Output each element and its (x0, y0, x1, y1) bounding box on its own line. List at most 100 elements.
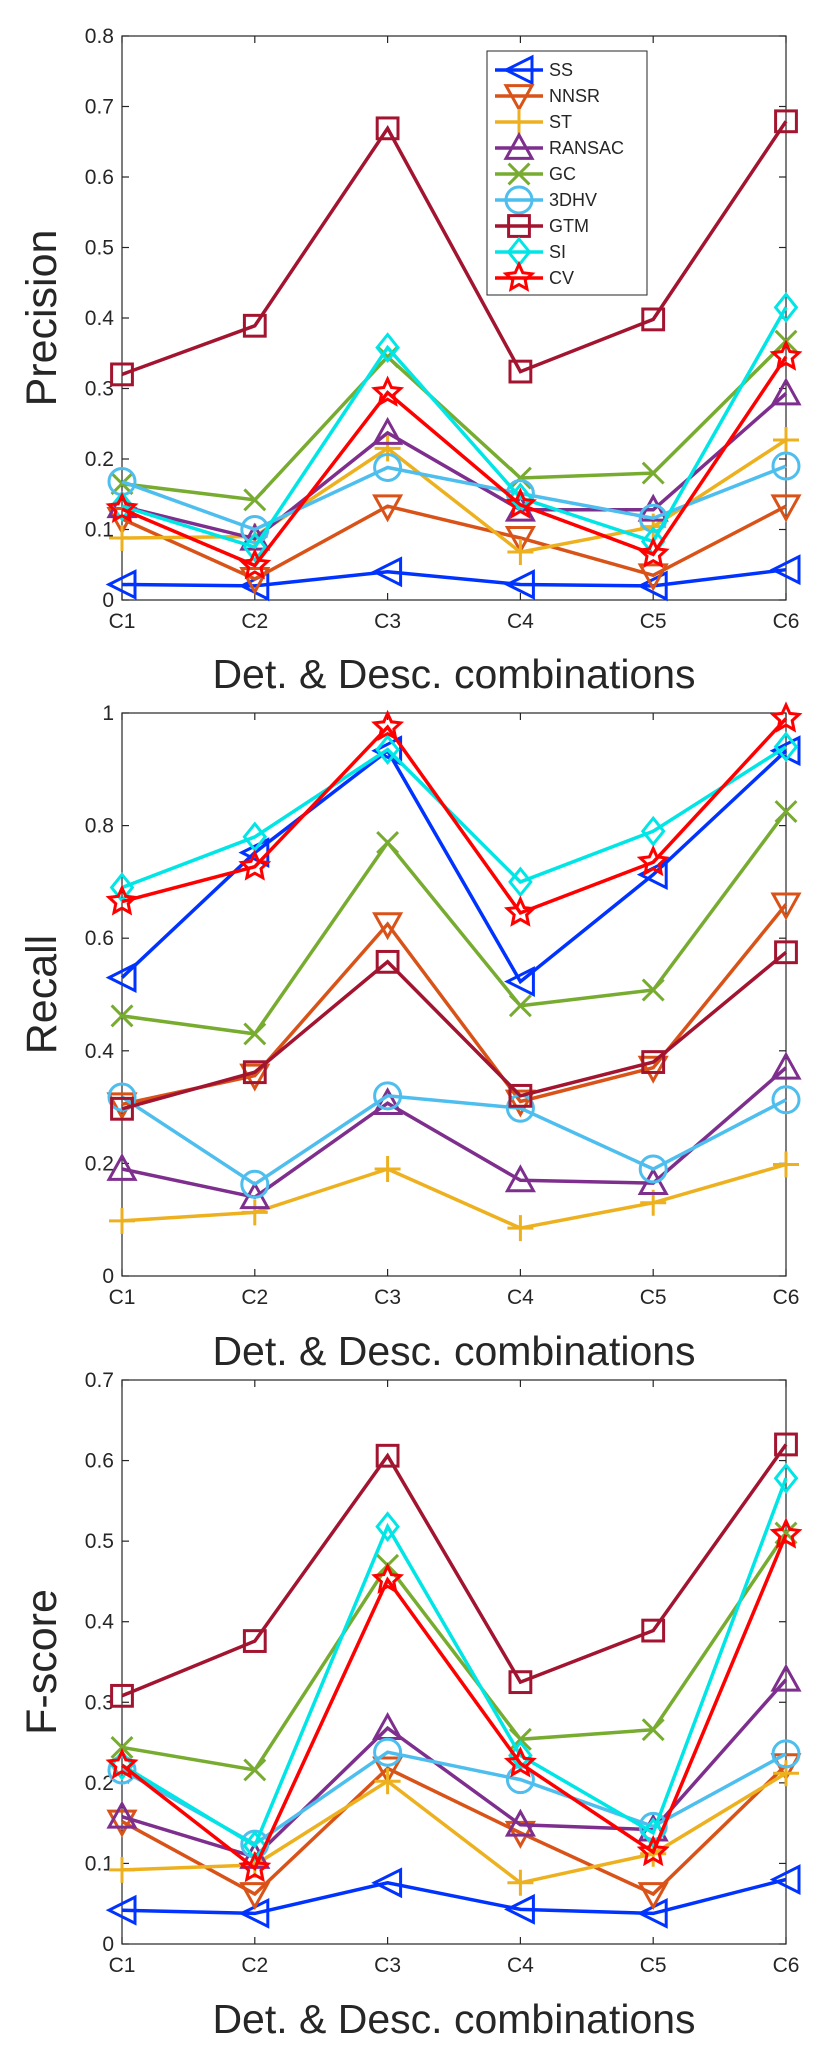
fscore-line-cv (120, 1534, 788, 1872)
fscore-panel: 0 0.1 0.2 0.3 0.4 0.5 0.6 0.7 C1 C2 C3 C4 C5 C6 Det. &… (18, 1369, 803, 2042)
marker-st-c3 (374, 1768, 401, 1795)
marker-gtm-c5 (641, 1050, 666, 1074)
fscore-xtick-label: C2 (241, 1954, 268, 1977)
marker-ss-c4 (504, 569, 535, 600)
recall-series-ransac (106, 1051, 802, 1210)
fscore-ytick-label: 0.1 (85, 1852, 114, 1875)
legend-entry-cv: CV (495, 260, 574, 292)
legend-entry-ss: SS (495, 54, 573, 86)
precision-series-ss (105, 554, 801, 602)
marker-si-c3 (375, 734, 400, 765)
marker-nnsr-c2 (239, 1882, 271, 1911)
legend-label-gtm: GTM (549, 216, 589, 236)
marker-cv-c2 (238, 548, 272, 580)
marker-st-c1 (109, 1856, 135, 1883)
marker-3dhv-c1 (107, 1755, 137, 1785)
precision-series-gtm (110, 109, 798, 387)
marker-gc-c6 (774, 800, 798, 823)
legend-marker-nnsr (503, 84, 535, 113)
marker-gc-c5 (641, 461, 665, 485)
fscore-xtick-label: C4 (507, 1954, 534, 1977)
marker-ss-c6 (769, 554, 801, 586)
marker-si-c4 (508, 866, 533, 898)
legend-marker-cv (502, 260, 536, 292)
legend-entry-gtm: GTM (495, 214, 589, 238)
marker-3dhv-c1 (107, 1082, 137, 1112)
marker-3dhv-c6 (771, 451, 801, 481)
marker-cv-c1 (105, 1747, 139, 1780)
marker-si-c1 (109, 490, 135, 522)
precision-x-axis-label: Det. & Desc. combinations (212, 651, 695, 697)
marker-3dhv-c5 (638, 1154, 668, 1184)
marker-nnsr-c3 (372, 912, 404, 941)
marker-ransac-c3 (372, 416, 404, 445)
precision-ytick-label: 0 (102, 589, 114, 612)
fscore-ytick-label: 0.6 (85, 1450, 114, 1473)
marker-si-c3 (375, 332, 400, 364)
fscore-ytick-label: 0.4 (85, 1611, 115, 1634)
marker-st-c3 (374, 435, 401, 462)
precision-ytick-label: 0.2 (85, 448, 114, 471)
fscore-ytick-label: 0.2 (85, 1772, 114, 1795)
precision-line-ss (121, 567, 787, 588)
precision-ytick-label: 0.1 (85, 519, 114, 542)
marker-cv-c1 (105, 884, 139, 916)
precision-ytick-label: 0.6 (85, 166, 114, 189)
precision-series-si (109, 292, 799, 563)
marker-cv-c3 (371, 375, 405, 407)
precision-line-ransac (121, 392, 788, 541)
marker-nnsr-c4 (504, 526, 536, 555)
recall-line-st (121, 1162, 787, 1230)
marker-cv-c5 (636, 1834, 670, 1867)
recall-line-gc (121, 810, 788, 1036)
legend-marker-st (506, 109, 532, 135)
precision-line-st (121, 438, 787, 554)
fscore-series-gc (110, 1521, 798, 1782)
marker-gtm-c6 (774, 940, 798, 965)
fscore-axes-box (121, 1379, 787, 1945)
recall-series-gc (110, 800, 798, 1046)
fscore-line-ss (121, 1877, 787, 1916)
precision-xtick-label: C1 (109, 610, 136, 633)
marker-st-c3 (374, 1156, 401, 1183)
marker-ss-c4 (504, 966, 535, 997)
marker-ransac-c6 (770, 377, 802, 406)
marker-3dhv-c6 (771, 1085, 801, 1115)
marker-3dhv-c6 (771, 1739, 801, 1769)
marker-gtm-c4 (508, 1083, 533, 1108)
recall-series-nnsr (106, 892, 802, 1121)
recall-ytick-label: 0.8 (85, 815, 114, 838)
legend-entry-3dhv: 3DHV (495, 185, 597, 215)
marker-si-c5 (640, 815, 666, 847)
marker-gtm-c1 (110, 1683, 134, 1708)
marker-cv-c6 (769, 701, 803, 733)
precision-panel: 0 0.1 0.2 0.3 0.4 0.5 0.6 0.7 0.8 C1 C2 C3 C4 C5 C6 Det… (18, 25, 803, 697)
marker-si-c3 (375, 1511, 400, 1543)
fscore-xtick-label: C1 (109, 1954, 136, 1977)
recall-line-nnsr (121, 903, 788, 1107)
marker-ransac-c1 (106, 1800, 138, 1829)
marker-nnsr-c2 (239, 1063, 271, 1092)
fscore-ytick-label: 0 (102, 1933, 114, 1956)
marker-gtm-c1 (110, 362, 134, 387)
marker-si-c2 (242, 531, 268, 563)
precision-line-cv (121, 355, 788, 568)
marker-si-c2 (242, 1830, 268, 1862)
marker-nnsr-c1 (106, 1809, 138, 1838)
precision-ytick-label: 0.3 (85, 378, 114, 401)
marker-ss-c1 (105, 1894, 137, 1926)
recall-ytick-label: 0.2 (85, 1152, 114, 1175)
marker-gc-c5 (641, 978, 665, 1002)
recall-xtick-label: C2 (241, 1286, 268, 1309)
marker-st-c4 (507, 1215, 534, 1242)
precision-xtick-label: C4 (507, 610, 534, 633)
legend-marker-ransac (503, 131, 535, 160)
precision-axes-box (121, 35, 787, 601)
fscore-xtick-label: C3 (374, 1954, 401, 1977)
marker-ss-c3 (371, 735, 403, 767)
legend-entry-st: ST (495, 109, 572, 135)
marker-st-c4 (507, 1869, 534, 1896)
marker-cv-c4 (503, 895, 537, 927)
marker-gtm-c4 (508, 359, 533, 384)
